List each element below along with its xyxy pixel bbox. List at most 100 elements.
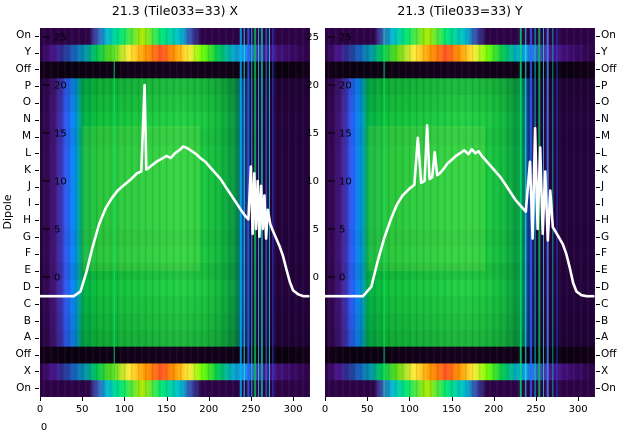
power-tick-label: 15 [339, 129, 352, 140]
dipole-tick-label-right: A [601, 331, 609, 344]
dipole-tick-label-left: E [24, 264, 31, 277]
dipole-tick-label-right: E [601, 264, 608, 277]
x-tick-label: 50 [75, 404, 89, 415]
power-tick-label: 0 [339, 273, 345, 284]
dipole-tick-label-right: O [601, 96, 610, 109]
dipole-tick-label-left: N [23, 113, 31, 126]
axis-tick-mark [451, 397, 453, 401]
power-tick-label: 5 [54, 225, 60, 236]
dipole-tick-label-right: D [601, 280, 610, 293]
x-tick-label: 250 [241, 404, 261, 415]
heatmap-panel-y: 25 20 15 10 5 0 [325, 28, 595, 397]
power-tick-label: 15 [54, 129, 67, 140]
axis-tick-mark [535, 397, 537, 401]
stripe-texture [325, 28, 595, 397]
dipole-tick-label-left: Y [24, 46, 31, 59]
power-tick-label: 25 [54, 33, 67, 44]
dipole-tick-label-left: F [24, 247, 31, 260]
dipole-tick-label-left: G [22, 230, 31, 243]
axis-tick-mark [166, 397, 168, 401]
x-tick-label: 300 [568, 404, 588, 415]
dipole-tick-label-right: Off [601, 62, 617, 75]
axis-tick-mark [596, 220, 600, 222]
x-tick-label: 50 [360, 404, 374, 415]
dipole-tick-label-left: M [21, 130, 31, 143]
power-tick-label: 10 [54, 177, 67, 188]
axis-tick-mark [596, 287, 600, 289]
x-tick-label: 250 [526, 404, 546, 415]
axis-tick-mark [40, 397, 41, 401]
axis-tick-mark [35, 304, 39, 306]
y-axis-label: Dipole [1, 194, 14, 230]
power-tick-label: 25 [339, 33, 352, 44]
axis-tick-mark [35, 388, 39, 390]
axis-tick-mark [596, 170, 600, 172]
dipole-tick-label-right: X [601, 364, 609, 377]
axis-tick-mark [367, 397, 369, 401]
axis-tick-mark [493, 397, 495, 401]
dipole-tick-label-left: Off [15, 348, 32, 361]
dipole-tick-label-right: N [601, 113, 609, 126]
beam-profile-curve [40, 83, 310, 298]
stray-zero-label: 0 [40, 422, 48, 433]
axis-tick-mark [250, 397, 252, 401]
axis-tick-mark [578, 397, 580, 401]
axis-tick-mark [124, 397, 126, 401]
axis-tick-mark [208, 397, 210, 401]
axis-tick-mark [35, 119, 39, 121]
dipole-tick-label-left: Off [15, 62, 32, 75]
dipole-tick-label-right: K [601, 163, 608, 176]
dipole-tick-label-left: On [16, 29, 31, 42]
axis-tick-mark [35, 35, 39, 37]
axis-tick-mark [596, 35, 600, 37]
axis-tick-mark [596, 86, 600, 88]
power-axis-right-label: 25 [306, 32, 319, 43]
dipole-tick-label-left: L [25, 146, 31, 159]
dipole-tick-label-left: O [22, 96, 31, 109]
rfi-line [113, 28, 115, 397]
axis-tick-mark [409, 397, 411, 401]
axis-tick-mark [293, 397, 295, 401]
axis-tick-mark [325, 397, 326, 401]
power-tick-label: 20 [54, 81, 67, 92]
axis-tick-mark [35, 52, 39, 54]
dipole-tick-label-left: D [22, 280, 31, 293]
axis-tick-mark [596, 388, 600, 390]
axis-tick-mark [596, 270, 600, 272]
dipole-tick-label-left: K [24, 163, 31, 176]
x-tick-label: 200 [484, 404, 504, 415]
dipole-tick-label-right: B [601, 314, 609, 327]
dipole-tick-label-left: J [27, 180, 31, 193]
axis-tick-mark [35, 102, 39, 104]
rfi-line [519, 28, 522, 397]
axis-tick-mark [35, 354, 39, 356]
axis-tick-mark [35, 337, 39, 339]
axis-tick-mark [596, 119, 600, 121]
power-axis-right-label: 20 [306, 80, 319, 91]
axis-tick-mark [596, 52, 600, 54]
axis-tick-mark [35, 203, 39, 205]
x-tick-label: 300 [283, 404, 303, 415]
axis-tick-mark [596, 186, 600, 188]
axis-tick-mark [35, 253, 39, 255]
power-axis-right-label: 15 [306, 128, 319, 139]
axis-tick-mark [35, 237, 39, 239]
dipole-tick-label-left: X [23, 364, 31, 377]
power-axis-right-label: 0 [312, 272, 319, 283]
axis-tick-mark [35, 153, 39, 155]
power-axis-right-label: 10 [306, 176, 319, 187]
axis-tick-mark [596, 136, 600, 138]
dipole-tick-label-left: C [23, 297, 31, 310]
panel-title-x: 21.3 (Tile033=33) X [111, 3, 239, 18]
axis-tick-mark [35, 86, 39, 88]
x-tick-label: 100 [114, 404, 134, 415]
axis-tick-mark [35, 287, 39, 289]
axis-tick-mark [35, 321, 39, 323]
axis-tick-mark [596, 102, 600, 104]
axis-tick-mark [596, 371, 600, 373]
x-tick-label: 0 [36, 404, 44, 415]
beam-profile-curve [325, 124, 595, 298]
dipole-tick-label-left: P [24, 79, 31, 92]
axis-tick-mark [596, 203, 600, 205]
rfi-line [383, 28, 385, 397]
